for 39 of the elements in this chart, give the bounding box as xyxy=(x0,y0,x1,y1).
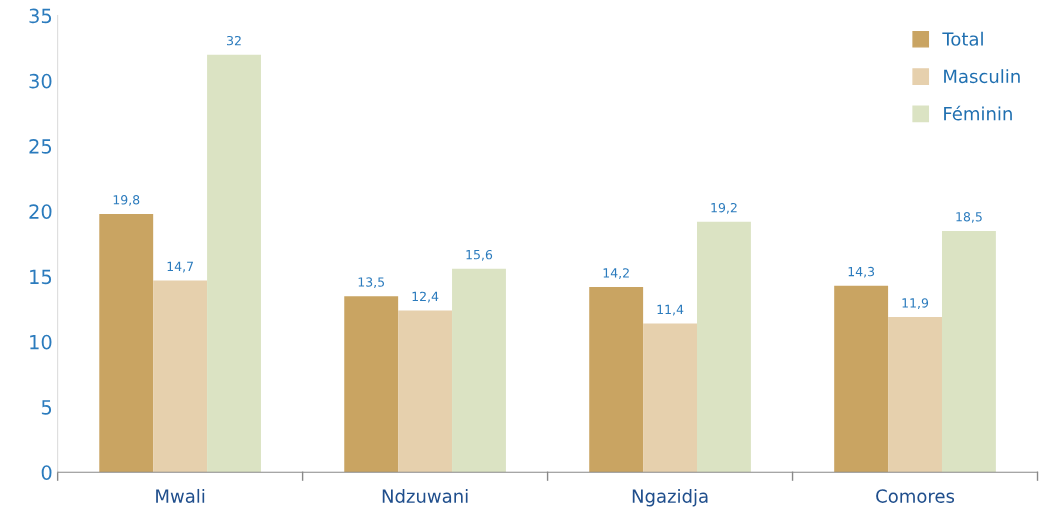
bar xyxy=(941,230,996,473)
legend-label: Total xyxy=(942,31,983,46)
bar xyxy=(697,221,751,473)
data-label: 14,3 xyxy=(848,266,875,278)
bar xyxy=(207,54,261,473)
y-tick-label: 25 xyxy=(29,139,52,154)
legend-label: Masculin xyxy=(944,69,1020,84)
x-tick-label: Ngazidja xyxy=(632,488,708,507)
data-label: 32 xyxy=(227,35,241,46)
data-label: 14,2 xyxy=(603,268,629,279)
y-tick-label: 35 xyxy=(29,8,52,24)
bar xyxy=(452,268,506,473)
x-tick-label: Comores xyxy=(876,489,955,503)
data-label: 19,8 xyxy=(113,195,140,206)
bar xyxy=(888,317,942,473)
legend-label: Féminin xyxy=(944,105,1012,121)
y-tick-label: 0 xyxy=(41,465,52,480)
bar xyxy=(153,280,208,473)
x-tick-label: Mwali xyxy=(156,488,205,503)
y-tick-label: 20 xyxy=(29,204,52,219)
data-label: 12,4 xyxy=(412,291,439,303)
data-label: 15,6 xyxy=(466,249,493,261)
bar xyxy=(834,285,889,473)
y-tick-label: 15 xyxy=(30,269,52,285)
bar xyxy=(344,296,399,473)
bar xyxy=(589,286,644,473)
bar xyxy=(398,310,453,473)
data-label: 11,9 xyxy=(902,298,929,309)
y-tick-label: 5 xyxy=(41,400,52,415)
data-label: 18,5 xyxy=(956,212,982,223)
y-tick-label: 30 xyxy=(29,73,52,89)
data-label: 14,7 xyxy=(167,261,193,273)
bar xyxy=(643,323,698,473)
bar xyxy=(99,213,154,473)
y-tick-label: 10 xyxy=(30,334,52,350)
data-label: 13,5 xyxy=(358,277,385,289)
x-tick-label: Ndzuwani xyxy=(382,488,468,503)
data-label: 19,2 xyxy=(711,202,737,214)
data-label: 11,4 xyxy=(657,304,684,316)
